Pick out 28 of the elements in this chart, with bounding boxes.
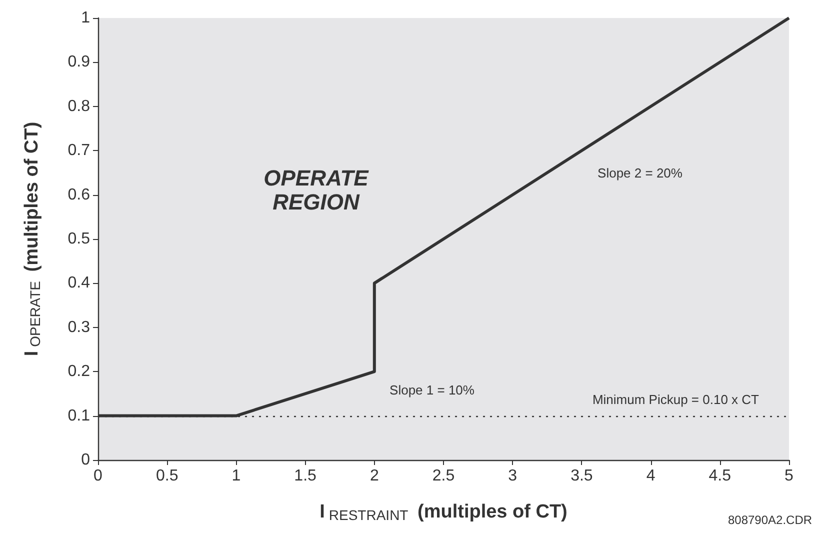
y-tick-label: 0.9 xyxy=(68,54,90,71)
x-tick-label: 3.5 xyxy=(570,468,593,484)
y-tick-label: 1 xyxy=(81,10,90,26)
y-tick-label: 0.2 xyxy=(68,363,90,380)
text: 808790A2.CDR xyxy=(728,513,812,527)
x-tick-label: 2.5 xyxy=(432,468,455,484)
annotation: OPERATE REGION xyxy=(264,166,370,214)
x-tick-label: 3 xyxy=(508,468,518,484)
y-tick-label: 0.3 xyxy=(68,318,90,336)
x-tick-label: 4 xyxy=(646,468,656,484)
y-tick-label: 0.6 xyxy=(68,186,90,204)
y-tick-label: 0.8 xyxy=(68,98,90,115)
annotation: Slope 2 = 20% xyxy=(598,166,683,180)
x-tick-label: 4.5 xyxy=(708,468,732,484)
x-tick-label: 2 xyxy=(370,468,379,484)
y-axis-title: IOPERATE (multiples of CT) xyxy=(22,122,43,356)
y-tick-label: 0.4 xyxy=(68,274,90,292)
x-tick-label: 1 xyxy=(232,468,241,484)
x-tick-label: 0 xyxy=(94,468,103,484)
x-tick-label: 1.5 xyxy=(294,468,317,484)
annotation: Slope 1 = 10% xyxy=(390,382,475,398)
x-tick-label: 0.5 xyxy=(156,468,178,484)
y-tick-label: 0.7 xyxy=(68,142,90,160)
y-tick-label: 0.5 xyxy=(68,230,90,248)
ref-line-label: Minimum Pickup = 0.10 x CT xyxy=(592,392,760,407)
y-tick-label: 0.1 xyxy=(68,407,90,424)
x-tick-label: 5 xyxy=(784,468,794,484)
y-tick-label: 0 xyxy=(81,452,90,468)
